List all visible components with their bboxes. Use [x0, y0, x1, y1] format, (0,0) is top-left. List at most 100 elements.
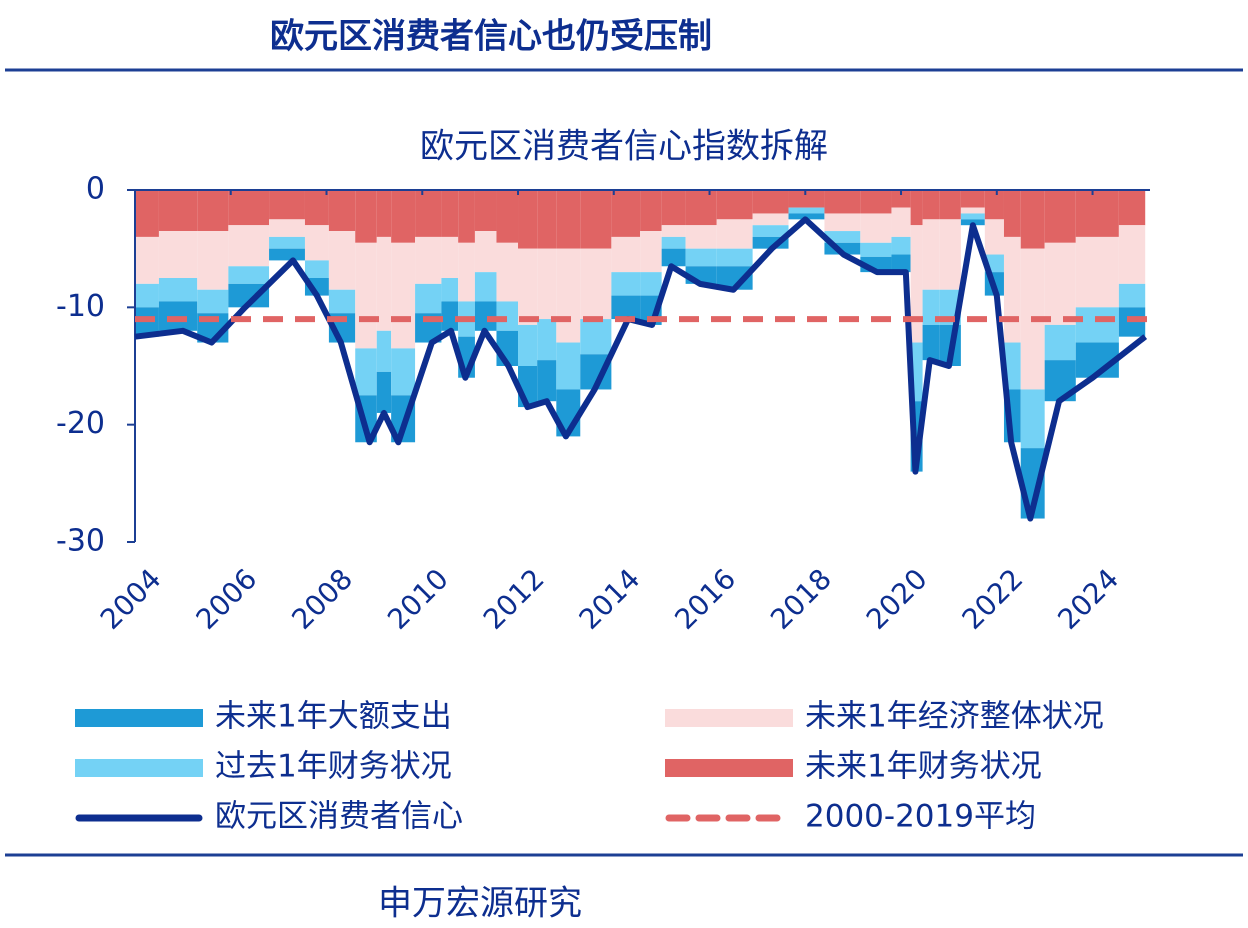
bar-segment — [135, 283, 159, 308]
bar-segment — [611, 236, 641, 273]
x-tick-label: 2024 — [1051, 562, 1125, 636]
bar-segment — [685, 190, 717, 226]
bar-segment — [391, 190, 416, 243]
bar-segment — [458, 242, 475, 302]
bar-segment — [441, 301, 459, 331]
bar-segment — [860, 190, 892, 214]
bar-segment — [716, 248, 753, 267]
bar-segment — [269, 248, 305, 261]
chart-title: 欧元区消费者信心指数拆解 — [420, 127, 828, 167]
bar-segment — [376, 190, 392, 237]
x-tick-label: 2010 — [381, 562, 455, 636]
legend-label: 未来1年经济整体状况 — [805, 699, 1104, 735]
bar-segment — [580, 319, 612, 355]
bar-segment — [376, 330, 392, 372]
bar-segment — [611, 190, 641, 237]
bar-segment — [269, 190, 305, 220]
bar-segment — [197, 231, 229, 290]
bar-segment — [1020, 389, 1045, 449]
bar-segment — [910, 225, 923, 343]
bar-segment — [752, 236, 789, 249]
bar-segment — [441, 236, 459, 278]
bar-segment — [391, 348, 416, 396]
y-tick-label: -30 — [56, 524, 105, 559]
bar-segment — [474, 272, 497, 302]
x-tick-label: 2018 — [764, 562, 838, 636]
x-tick-label: 2014 — [573, 562, 647, 636]
bar-segment — [269, 236, 305, 249]
bar-segment — [228, 190, 270, 226]
bar-segment — [922, 324, 940, 361]
bar-segment — [1044, 242, 1076, 325]
bar-segment — [496, 190, 519, 243]
bar-segment — [197, 190, 229, 232]
bar-segment — [228, 266, 270, 284]
legend-label: 未来1年财务状况 — [805, 749, 1042, 785]
y-tick-label: -10 — [56, 289, 105, 324]
bar-segment — [922, 190, 940, 220]
bar-segment — [304, 190, 329, 226]
bar-segment — [939, 190, 961, 220]
bar-segment — [824, 242, 861, 255]
bar-segment — [984, 219, 1004, 255]
legend-swatch — [75, 759, 203, 777]
x-tick-label: 2012 — [477, 562, 551, 636]
bar-segment — [1118, 190, 1146, 226]
bar-segment — [891, 236, 911, 255]
bar-segment — [891, 207, 911, 237]
bar-segment — [960, 207, 985, 214]
bar-segment — [685, 248, 717, 267]
bar-segment — [640, 190, 662, 232]
bar-segment — [1003, 236, 1021, 343]
x-tick-label: 2020 — [860, 562, 934, 636]
bar-segment — [960, 213, 985, 220]
bar-segment — [1003, 342, 1021, 390]
bar-segment — [415, 190, 442, 237]
bar-segment — [496, 242, 519, 302]
bar-segment — [376, 236, 392, 331]
x-tick-label: 2004 — [94, 562, 168, 636]
bar-segment — [556, 190, 581, 249]
bar-segment — [197, 289, 229, 314]
bar-segment — [556, 248, 581, 343]
bar-segment — [355, 242, 377, 349]
bar-segment — [788, 207, 825, 214]
x-tick-label: 2008 — [285, 562, 359, 636]
bar-segment — [474, 190, 497, 232]
bar-segment — [640, 231, 662, 273]
legend-swatch — [665, 759, 793, 777]
bar-segment — [661, 236, 686, 249]
bar-segment — [158, 278, 198, 302]
legend-label: 2000-2019平均 — [805, 799, 1036, 835]
bar-segment — [1020, 190, 1045, 249]
bar-segment — [661, 248, 686, 267]
x-tick-label: 2006 — [190, 562, 264, 636]
bar-segment — [537, 248, 557, 320]
bar-segment — [158, 190, 198, 232]
bar-segment — [376, 371, 392, 413]
bar-segment — [328, 190, 356, 232]
bar-segment — [752, 213, 789, 226]
bar-segment — [415, 236, 442, 284]
legend-label: 过去1年财务状况 — [215, 749, 452, 785]
bar-segment — [474, 231, 497, 273]
bar-segment — [611, 295, 641, 320]
bar-segment — [537, 190, 557, 249]
bar-segment — [716, 266, 753, 290]
bar-segment — [135, 190, 159, 237]
bar-segment — [228, 225, 270, 267]
bar-segment — [788, 213, 825, 220]
bar-segment — [1044, 324, 1076, 361]
bar-segment — [556, 342, 581, 390]
bar-segment — [355, 190, 377, 243]
bar-segment — [788, 190, 825, 208]
bar-segment — [960, 190, 985, 208]
bar-segment — [1075, 236, 1119, 308]
bar-segment — [158, 231, 198, 278]
bar-segment — [1075, 190, 1119, 237]
bar-segment — [304, 225, 329, 261]
bar-segment — [939, 219, 961, 290]
bar-segment — [391, 242, 416, 349]
legend-label: 未来1年大额支出 — [215, 699, 452, 735]
